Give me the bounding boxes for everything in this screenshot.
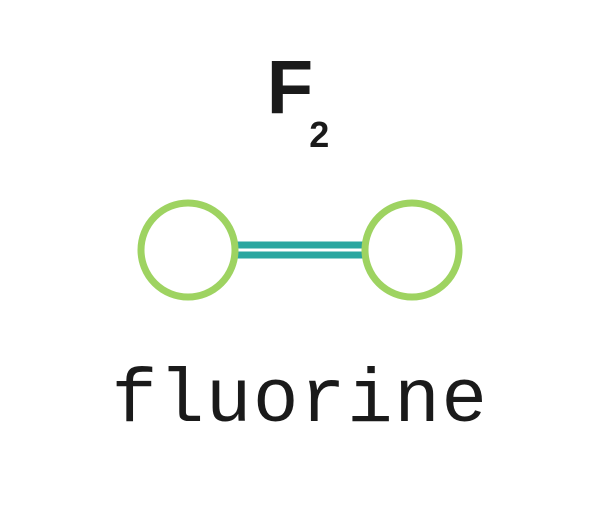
molecule-diagram <box>130 190 470 310</box>
chemical-formula: F2 <box>267 44 333 131</box>
molecule-svg <box>130 190 470 310</box>
formula-element: F <box>267 44 313 131</box>
formula-subscript: 2 <box>309 114 329 156</box>
molecule-card: F2 fluorine <box>0 0 600 524</box>
element-name: fluorine <box>111 358 488 444</box>
